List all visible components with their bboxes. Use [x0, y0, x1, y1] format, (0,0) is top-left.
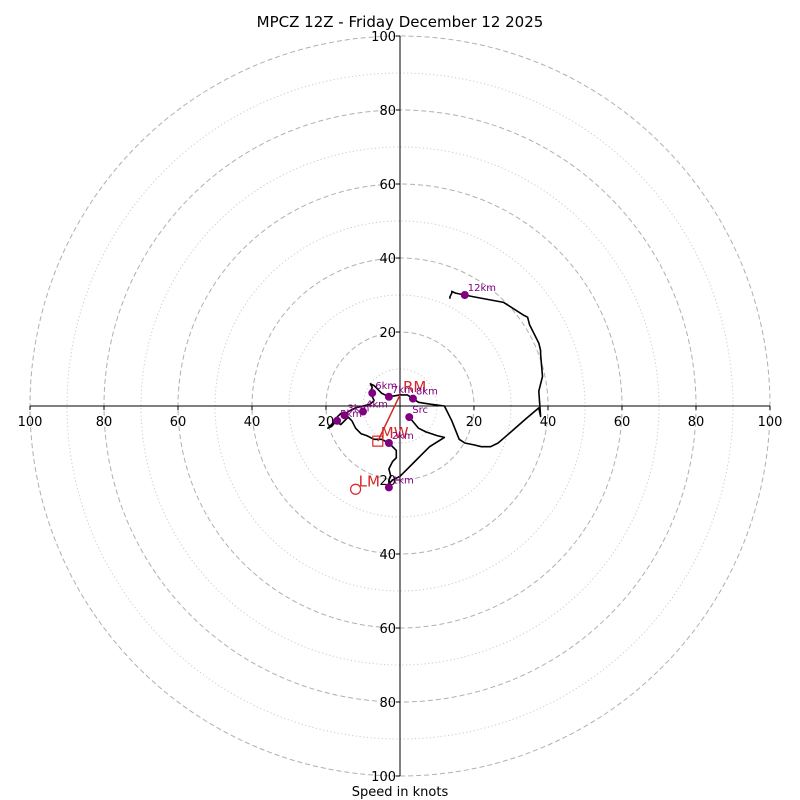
y-tick-label: 20 — [379, 326, 396, 341]
storm-motion-label-mw: MW — [381, 424, 409, 442]
height-label-2km: 2km — [392, 431, 414, 442]
y-tick-label: 80 — [379, 696, 396, 711]
height-label-12km: 12km — [468, 283, 496, 294]
height-marker-8km — [408, 394, 417, 403]
x-tick-label: 60 — [170, 415, 187, 430]
hodograph-trace-group — [327, 290, 544, 485]
hodograph-trace — [327, 290, 544, 485]
x-tick-label: 20 — [466, 415, 483, 430]
x-tick-label: 100 — [758, 415, 783, 430]
storm-motion-group: RM MW LM — [350, 378, 426, 495]
x-tick-label: 100 — [18, 415, 43, 430]
height-marker-12km — [460, 291, 469, 299]
x-axis-label: Speed in knots — [352, 785, 449, 800]
height-label-6km: 6km — [375, 381, 397, 392]
storm-motion-label-rm: RM — [403, 378, 426, 396]
tick-labels: 100 80 60 40 20 20 40 60 80 100100806040202040608… — [18, 30, 783, 785]
chart-title: MPCZ 12Z - Friday December 12 2025 — [257, 13, 544, 31]
storm-motion-marker-lm — [350, 483, 362, 495]
x-tick-label: 20 — [318, 415, 335, 430]
height-label-1km: 1km — [392, 475, 414, 486]
height-label-7km: 7km — [392, 385, 414, 396]
storm-motion-marker-mw — [372, 435, 384, 447]
y-tick-label: 60 — [379, 622, 396, 637]
y-tick-label: 100 — [371, 770, 396, 785]
height-label-Src: Src — [412, 405, 428, 416]
height-marker-5km — [333, 416, 342, 425]
x-tick-label: 40 — [244, 415, 261, 430]
height-marker-7km — [384, 392, 393, 401]
y-tick-label: 40 — [379, 252, 396, 267]
y-tick-label: 100 — [371, 30, 396, 45]
height-label-3km: 3km — [348, 403, 370, 414]
y-tick-label: 40 — [379, 548, 396, 563]
height-marker-2km — [384, 439, 393, 447]
height-label-4km: 4km — [366, 400, 388, 411]
x-tick-label: 40 — [540, 415, 557, 430]
height-marker-6km — [368, 389, 377, 398]
x-tick-label: 80 — [96, 415, 113, 430]
height-marker-Src — [405, 413, 414, 422]
y-tick-label: 80 — [379, 104, 396, 119]
height-marker-1km — [384, 483, 393, 492]
x-tick-label: 80 — [688, 415, 705, 430]
storm-motion-label-lm: LM — [359, 472, 380, 490]
height-marker-4km — [359, 407, 367, 416]
axes — [30, 36, 770, 776]
x-tick-label: 60 — [614, 415, 631, 430]
shear-vector — [377, 394, 401, 442]
y-tick-label: 60 — [379, 178, 396, 193]
height-marker-3km — [340, 411, 349, 420]
height-label-5km: 5km — [340, 409, 362, 420]
height-label-8km: 8km — [416, 387, 438, 398]
